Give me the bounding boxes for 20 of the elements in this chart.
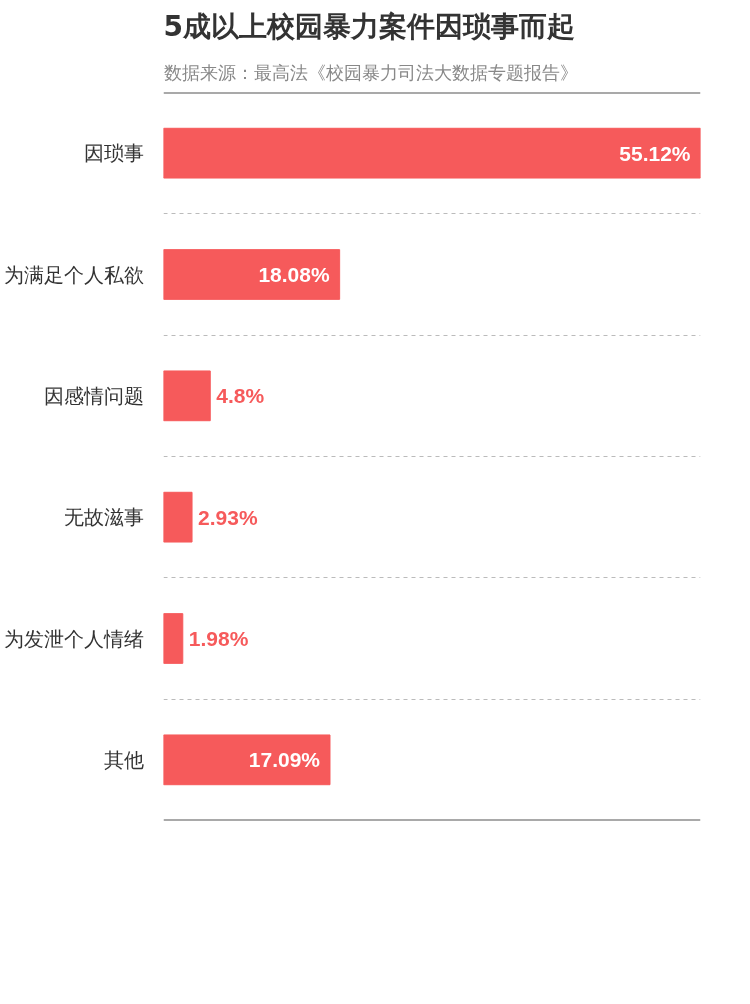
y-tick-label: 无故滋事 [63,505,144,530]
bar [163,370,211,422]
bar [163,491,193,543]
chart-title: 5成以上校园暴力案件因琐事而起 [163,9,575,43]
chart-subtitle: 数据来源：最高法《校园暴力司法大数据专题报告》 [163,61,578,83]
data-label: 55.12% [619,141,691,165]
y-tick-label: 为发泄个人情绪 [3,626,144,651]
y-tick-label: 因琐事 [83,141,144,166]
data-label: 17.09% [248,748,321,772]
bar [163,613,184,664]
y-tick-label: 因感情问题 [43,383,144,408]
data-label: 2.93% [198,505,258,529]
bar [163,127,701,179]
data-label: 4.8% [216,384,265,408]
data-label: 18.08% [258,263,330,286]
data-label: 1.98% [188,627,249,650]
bar [163,249,341,300]
y-tick-label: 其他 [103,747,144,772]
y-tick-label: 为满足个人私欲 [3,262,144,287]
bar [163,734,331,786]
